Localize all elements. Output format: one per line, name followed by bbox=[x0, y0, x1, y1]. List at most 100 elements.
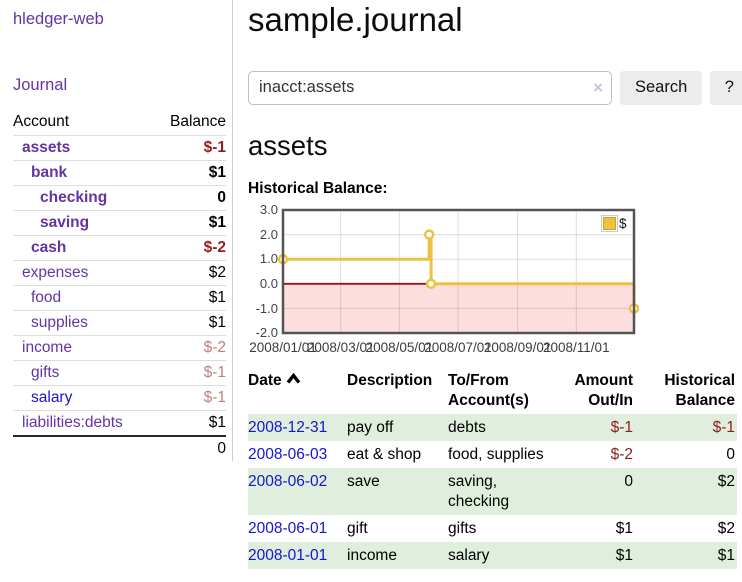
transaction-amount: $-1 bbox=[610, 419, 633, 437]
register-header-label: Description bbox=[347, 372, 433, 390]
account-link[interactable]: assets bbox=[22, 139, 71, 156]
transaction-amount: $-2 bbox=[610, 446, 633, 464]
register-header-row: Date Description To/From Account(s) Amount … bbox=[248, 367, 737, 414]
transaction-date-cell: 2008-06-01 bbox=[248, 515, 347, 542]
chart-border bbox=[281, 208, 636, 335]
account-row: cash $-2 bbox=[13, 235, 226, 261]
account-row: salary $-1 bbox=[13, 385, 226, 411]
transaction-balance: $-1 bbox=[712, 419, 735, 437]
account-link[interactable]: income bbox=[22, 339, 72, 356]
app-window: hledger-web Journal Account Balance asse… bbox=[0, 0, 742, 570]
account-row: saving $1 bbox=[13, 210, 226, 236]
legend-swatch-fill bbox=[603, 217, 616, 231]
register-header-balance: Historical Balance bbox=[645, 367, 737, 414]
register-table-body: 2008-12-31 pay off debts $-1 $-1 2008-06-03 ea… bbox=[248, 414, 737, 570]
main-content: sample.journal × Search ? assets Histori… bbox=[233, 0, 742, 570]
account-balance: $1 bbox=[208, 164, 226, 181]
register-row: 2008-06-03 eat & shop food, supplies $-2 0 bbox=[248, 441, 737, 468]
data-point-marker bbox=[425, 278, 437, 290]
register-header-date[interactable]: Date bbox=[248, 367, 347, 414]
account-link[interactable]: cash bbox=[31, 239, 67, 256]
register-header-label: Date bbox=[248, 372, 282, 390]
register-header-amount: Amount Out/In bbox=[573, 367, 645, 414]
sort-ascending-icon bbox=[286, 373, 300, 384]
transaction-date-link[interactable]: 2008-06-02 bbox=[248, 473, 328, 491]
account-row: expenses $2 bbox=[13, 260, 226, 286]
transaction-description: gift bbox=[347, 520, 368, 538]
transaction-description: income bbox=[347, 547, 397, 565]
register-header-label: To/From Account(s) bbox=[448, 372, 529, 410]
transaction-date-link[interactable]: 2008-01-01 bbox=[248, 547, 328, 565]
clear-search-icon[interactable]: × bbox=[593, 77, 603, 97]
transaction-amount: $1 bbox=[615, 520, 633, 538]
account-balance: $1 bbox=[208, 289, 226, 306]
account-link[interactable]: bank bbox=[31, 164, 68, 181]
balance-chart: 3.0 2.0 1.0 0.0 -1.0 -2.0 2008/01/01 2008/03/01… bbox=[248, 202, 648, 356]
accounts-total: 0 bbox=[217, 440, 226, 457]
transaction-amount: $1 bbox=[615, 547, 633, 565]
help-button[interactable]: ? bbox=[710, 70, 742, 105]
register-table: Date Description To/From Account(s) Amount … bbox=[248, 367, 737, 570]
account-row: bank $1 bbox=[13, 160, 226, 186]
search-input[interactable] bbox=[248, 70, 612, 105]
x-tick-label: 2008/05/01 bbox=[365, 340, 434, 356]
transaction-date-link[interactable]: 2008-06-03 bbox=[248, 446, 328, 464]
transaction-balance: $2 bbox=[717, 520, 735, 538]
transaction-date-link[interactable]: 2008-06-01 bbox=[248, 520, 328, 538]
transaction-balance: $2 bbox=[717, 473, 735, 491]
account-link[interactable]: supplies bbox=[31, 314, 88, 331]
y-tick-label: 3.0 bbox=[259, 202, 278, 218]
page-title: sample.journal bbox=[248, 1, 463, 38]
search-button[interactable]: Search bbox=[620, 70, 703, 105]
account-balance: $1 bbox=[208, 414, 226, 431]
account-balance: $1 bbox=[208, 214, 226, 231]
data-point-marker bbox=[423, 229, 435, 241]
x-tick-label: 2008/01/01 bbox=[249, 340, 317, 356]
register-header-label: Amount Out/In bbox=[574, 372, 633, 410]
sidebar-item-journal[interactable]: Journal bbox=[13, 76, 68, 94]
account-link[interactable]: gifts bbox=[31, 364, 60, 381]
register-header-description: Description bbox=[347, 367, 448, 414]
transaction-date-cell: 2008-06-03 bbox=[248, 441, 347, 468]
y-tick-label: 1.0 bbox=[259, 251, 278, 267]
account-balance: $2 bbox=[208, 264, 226, 281]
transaction-date-link[interactable]: 2008-12-31 bbox=[248, 419, 328, 437]
account-link[interactable]: expenses bbox=[22, 264, 89, 281]
transaction-date-cell: 2008-06-02 bbox=[248, 468, 347, 515]
register-row: 2008-12-31 pay off debts $-1 $-1 bbox=[248, 414, 737, 442]
accounts-header-account: Account bbox=[13, 113, 70, 130]
app-title-link[interactable]: hledger-web bbox=[13, 10, 104, 28]
legend-swatch-icon bbox=[601, 215, 618, 233]
legend-label: $ bbox=[619, 216, 627, 232]
account-link[interactable]: salary bbox=[31, 389, 73, 406]
account-row: supplies $1 bbox=[13, 310, 226, 336]
account-link[interactable]: saving bbox=[40, 214, 90, 231]
x-tick-label: 2008/03/01 bbox=[306, 340, 375, 356]
account-heading: assets bbox=[248, 129, 328, 161]
accounts-table-body: assets $-1 bank $1 checking 0 saving $1 cash $-2 e… bbox=[13, 135, 226, 462]
account-link[interactable]: liabilities:debts bbox=[22, 414, 123, 431]
account-balance: $1 bbox=[208, 314, 226, 331]
transaction-amount: 0 bbox=[624, 473, 633, 491]
transaction-date-cell: 2008-01-01 bbox=[248, 542, 347, 569]
sidebar: hledger-web Journal Account Balance asse… bbox=[0, 0, 233, 461]
x-tick-label: 2008/09/01 bbox=[483, 340, 552, 356]
transaction-description: pay off bbox=[347, 419, 394, 437]
account-link[interactable]: food bbox=[31, 289, 62, 306]
account-balance: $-1 bbox=[203, 364, 226, 381]
accounts-table: Account Balance assets $-1 bank $1 checking 0… bbox=[13, 110, 226, 461]
transaction-balance: 0 bbox=[726, 446, 735, 464]
register-row: 2008-06-01 gift gifts $1 $2 bbox=[248, 515, 737, 542]
account-row: checking 0 bbox=[13, 185, 226, 211]
chart-canvas bbox=[277, 208, 640, 335]
x-tick-label: 2008/11/01 bbox=[543, 340, 610, 356]
register-header-label: Historical Balance bbox=[664, 372, 735, 410]
account-row: food $1 bbox=[13, 285, 226, 311]
x-tick-label: 2008/07/01 bbox=[424, 340, 492, 356]
accounts-header-balance: Balance bbox=[169, 113, 226, 130]
account-row: income $-2 bbox=[13, 335, 226, 361]
account-link[interactable]: checking bbox=[40, 189, 108, 206]
y-tick-label: 2.0 bbox=[259, 226, 278, 242]
transaction-description: eat & shop bbox=[347, 446, 422, 464]
register-row: 2008-01-01 income salary $1 $1 bbox=[248, 542, 737, 570]
